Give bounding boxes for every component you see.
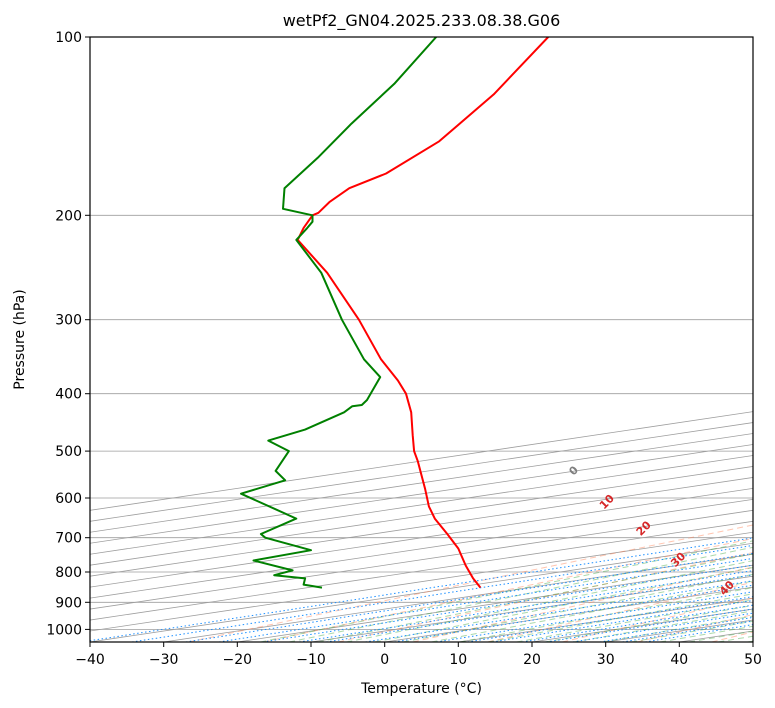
- x-tick-label: −40: [75, 652, 105, 668]
- x-tick-label: 20: [523, 652, 541, 668]
- x-axis-label: Temperature (°C): [360, 681, 482, 697]
- isotherm-line: [90, 520, 753, 621]
- dry-adiabat-line: [636, 614, 753, 642]
- y-tick-label: 900: [55, 595, 82, 611]
- isotherm-line: [90, 509, 753, 610]
- moist-adiabat-line: [718, 635, 753, 642]
- dry-adiabat-line: [263, 538, 753, 642]
- y-tick-label: 100: [55, 30, 82, 46]
- moist-adiabat-line: [573, 610, 753, 642]
- mixing-ratio-line: [131, 544, 753, 642]
- dry-adiabat-line: [487, 581, 753, 642]
- mixing-ratio-line: [572, 612, 753, 642]
- moist-adiabat-line: [544, 604, 753, 642]
- mixing-ratio-line: [492, 599, 753, 642]
- x-tick-label: 10: [449, 652, 467, 668]
- isotherm-line: [679, 630, 753, 642]
- dewpoint-trace: [240, 37, 437, 589]
- isotherm-line: [90, 531, 753, 632]
- moist-adiabat-line: [747, 640, 753, 642]
- y-tick-label: 300: [55, 313, 82, 329]
- temperature-trace: [296, 37, 549, 589]
- x-tick-label: −30: [149, 652, 179, 668]
- y-tick-label: 600: [55, 491, 82, 507]
- x-tick-label: 50: [744, 652, 762, 668]
- moist-adiabat-line: [289, 546, 753, 642]
- y-tick-label: 200: [55, 208, 82, 224]
- mixing-ratio-line: [522, 604, 753, 642]
- isotherm-line: [310, 575, 753, 642]
- moist-adiabat-line: [403, 573, 753, 642]
- mixing-ratio-line: [599, 616, 753, 642]
- isotherm-line: [90, 433, 753, 533]
- isotherm-line: [458, 597, 753, 642]
- y-axis-label: Pressure (hPa): [12, 289, 28, 389]
- y-tick-label: 800: [55, 565, 82, 581]
- isotherm-line: [90, 411, 753, 511]
- isotherm-line: [531, 608, 753, 642]
- dry-adiabat-line: [562, 597, 753, 642]
- x-tick-label: 40: [670, 652, 688, 668]
- dry-adiabat-line: [188, 524, 753, 642]
- y-tick-label: 700: [55, 531, 82, 547]
- series-group: [240, 37, 549, 589]
- mixing-ratio-line: [185, 552, 753, 642]
- y-tick-label: 1000: [46, 622, 82, 638]
- isotherm-line: [752, 641, 753, 642]
- isotherm-line: [90, 498, 753, 599]
- moist-adiabat-line: [317, 553, 753, 642]
- moist-adiabat-line: [431, 580, 753, 642]
- isotherm-line: [90, 542, 753, 642]
- background-lines: [90, 37, 753, 642]
- moist-adiabat-line: [487, 593, 753, 642]
- isotherm-line: [90, 466, 753, 566]
- mixing-ratio-line: [546, 608, 753, 642]
- isotherm-line: [90, 477, 753, 577]
- axis-ticks: −40 −30 −20 −10 0 10 20 30 40 50 100 200 300 400 500 60…: [46, 30, 762, 668]
- isotherm-line: [90, 455, 753, 555]
- moist-adiabat-line: [346, 560, 753, 642]
- x-tick-label: −10: [296, 652, 326, 668]
- isotherm-line: [605, 619, 753, 642]
- moist-adiabat-line: [459, 587, 753, 642]
- mixing-ratio-line: [218, 557, 753, 642]
- dry-adiabat-line: [711, 631, 753, 642]
- x-tick-label: 0: [380, 652, 389, 668]
- moist-adiabat-line: [374, 567, 753, 642]
- x-tick-label: 30: [597, 652, 615, 668]
- isotherm-line: [90, 487, 753, 588]
- moist-adiabat-line: [516, 599, 753, 642]
- y-tick-label: 400: [55, 387, 82, 403]
- moist-adiabat-label: 20: [634, 518, 654, 538]
- isotherm-line: [90, 444, 753, 544]
- plot-frame: [89, 36, 754, 643]
- isotherm-line: [237, 564, 753, 642]
- x-tick-label: −20: [223, 652, 253, 668]
- y-tick-label: 500: [55, 444, 82, 460]
- mixing-ratio-line: [90, 537, 753, 642]
- isotherm-line: [384, 586, 753, 642]
- chart-title: wetPf2_GN04.2025.233.08.38.G06: [283, 11, 561, 31]
- dry-adiabat-line: [412, 566, 753, 642]
- isotherm-line: [90, 422, 753, 522]
